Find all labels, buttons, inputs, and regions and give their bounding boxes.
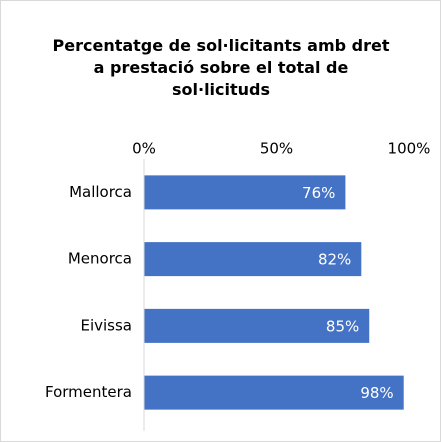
value-label: 98% (360, 384, 393, 402)
value-label: 85% (326, 317, 359, 335)
bar (144, 175, 346, 210)
x-tick-label: 50% (260, 140, 293, 158)
value-label: 76% (302, 184, 335, 202)
bar (144, 308, 370, 343)
y-tick-label: Mallorca (69, 183, 132, 201)
chart-title: Percentatge de sol·licitants amb dret a … (52, 36, 390, 99)
bar (144, 242, 362, 277)
y-tick-label: Menorca (68, 250, 132, 268)
y-tick-label: Formentera (45, 383, 132, 401)
bar (144, 375, 404, 410)
x-tick-label: 100% (388, 140, 431, 158)
value-label: 82% (318, 251, 351, 269)
x-tick-label: 0% (132, 140, 156, 158)
y-tick-label: Eivissa (80, 316, 132, 334)
